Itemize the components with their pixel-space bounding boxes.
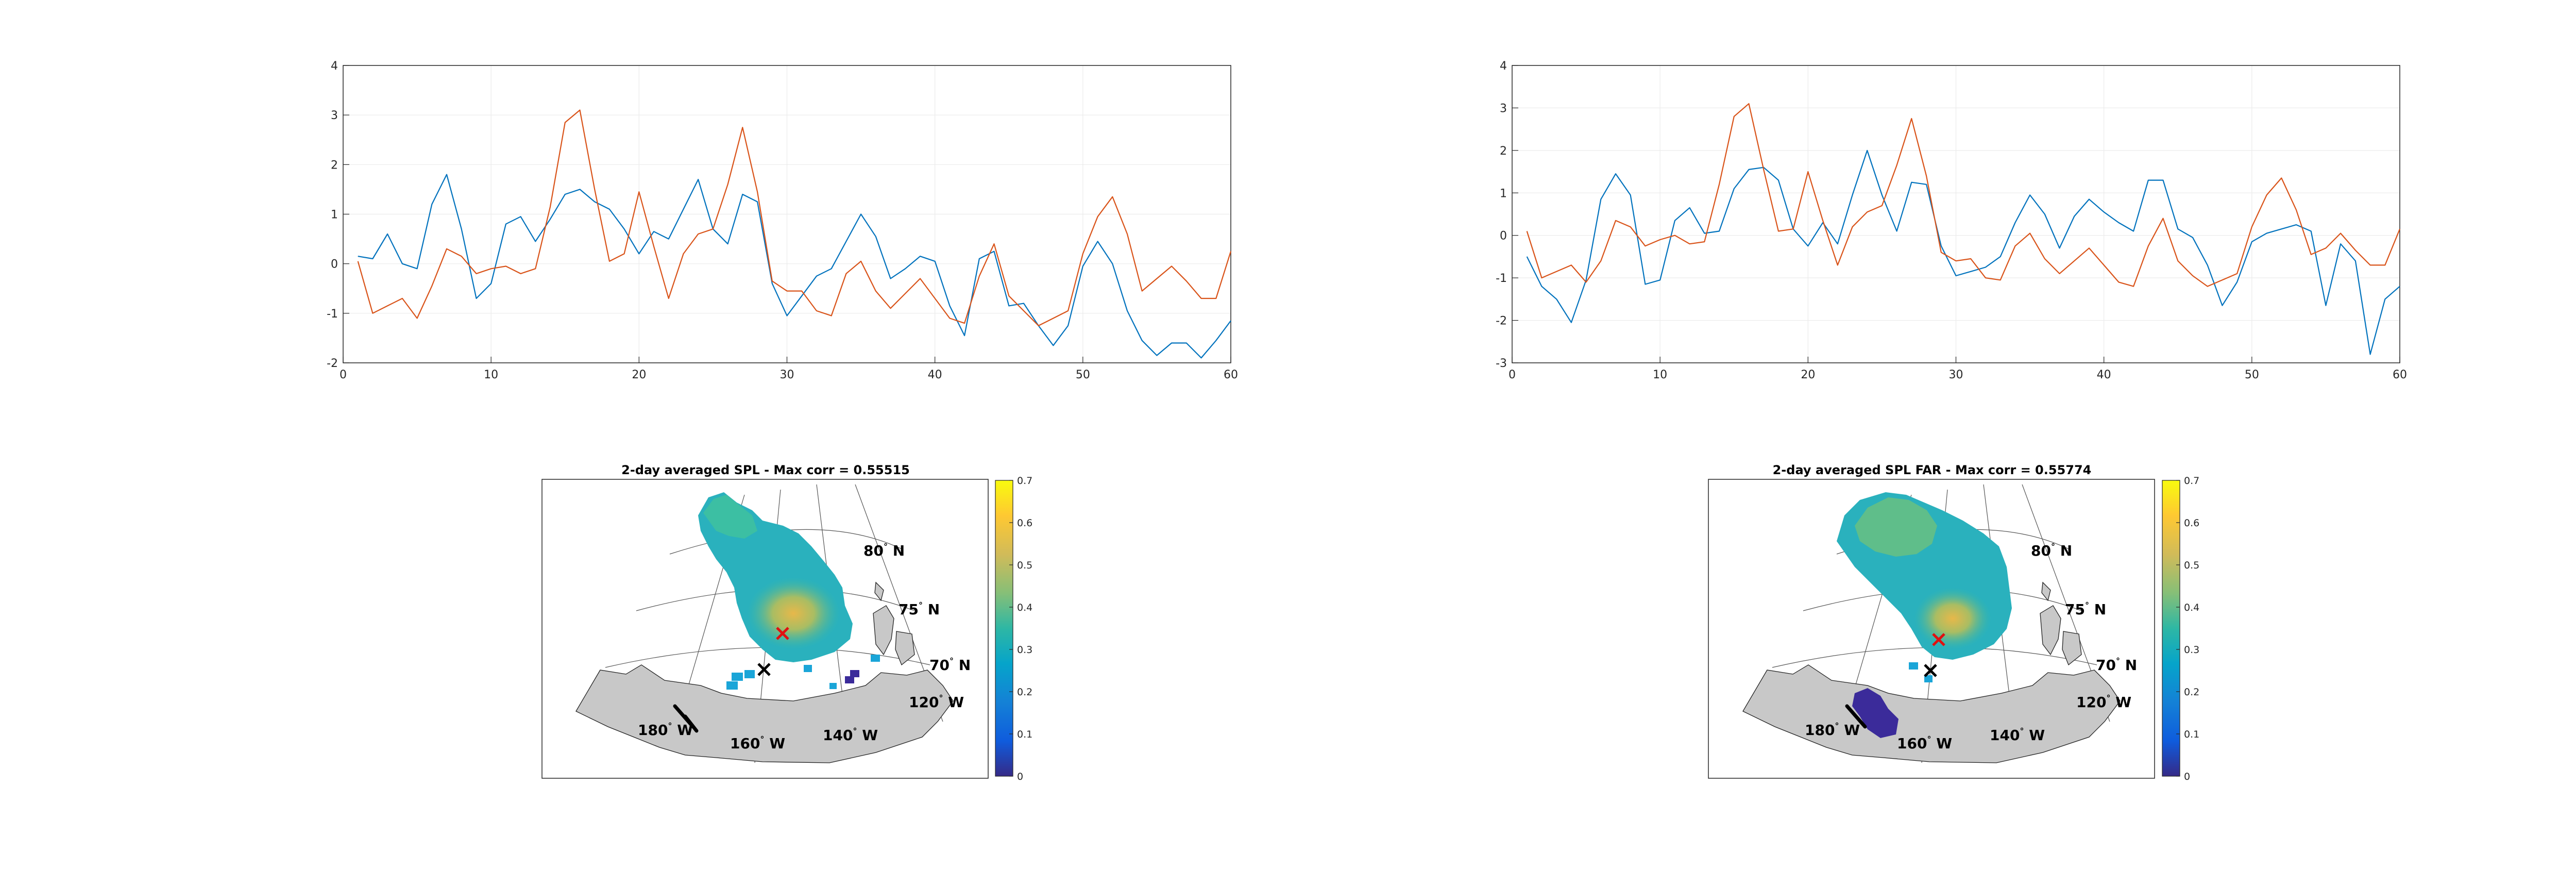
- line-chart-right-xtick-label: 30: [1949, 369, 1963, 381]
- map-left-colorbar-tick-label: 0: [1017, 771, 1023, 782]
- map-right-marker-red: [1932, 633, 1945, 646]
- line-chart-left-ytick-label: -2: [327, 357, 338, 370]
- map-right-colorbar-tick-label: 0.5: [2184, 560, 2199, 571]
- map-right-field-upper: [1855, 497, 1937, 557]
- map-right-field-hotspot: [1914, 588, 1991, 649]
- map-left-colorbar: 0 0.1 0.2 0.3 0.4 0.5 0.6 0.7: [995, 475, 1032, 782]
- line-chart-right-ytick-label: 1: [1500, 187, 1507, 200]
- map-left-title: 2-day averaged SPL - Max corr = 0.55515: [621, 463, 910, 477]
- map-right-colorbar-tick-label: 0.4: [2184, 602, 2199, 613]
- map-left: 2-day averaged SPL - Max corr = 0.55515: [541, 463, 1032, 782]
- line-chart-right-xtick-label: 60: [2393, 369, 2407, 381]
- map-right-lat-80: 80° N: [2031, 542, 2072, 559]
- line-chart-left-ytick-label: 1: [331, 209, 338, 222]
- map-right-lon-160: 160° W: [1897, 734, 1952, 752]
- line-chart-left-xtick-label: 30: [780, 369, 794, 381]
- line-chart-right-ytick-label: -3: [1496, 357, 1507, 370]
- map-left-correlation-field: [698, 492, 880, 690]
- map-right-colorbar: 0 0.1 0.2 0.3 0.4 0.5 0.6 0.7: [2162, 475, 2199, 782]
- map-left-colorbar-tick-label: 0.1: [1017, 729, 1032, 740]
- line-chart-left-xtick-label: 0: [340, 369, 347, 381]
- map-left-field-low-cells: [845, 670, 859, 683]
- line-chart-left-grid: [343, 65, 1231, 363]
- map-left-field-hotspot: [747, 577, 840, 649]
- map-left-lon-180: 180° W: [638, 721, 693, 739]
- map-right-title: 2-day averaged SPL FAR - Max corr = 0.55…: [1773, 463, 2092, 477]
- map-right-lat-70: 70° N: [2096, 656, 2137, 674]
- map-right-field-low-cells: [1852, 688, 1899, 738]
- map-left-lon-160: 160° W: [730, 734, 785, 752]
- line-chart-left-ytick-label: 0: [331, 258, 338, 271]
- map-left-lat-75: 75° N: [899, 600, 940, 618]
- map-left-arrow: [673, 704, 699, 733]
- map-left-geo-labels: 80° N 75° N 70° N 180° W 160° W 140° W 1…: [638, 542, 971, 752]
- line-chart-right-ytick-label: 2: [1500, 145, 1507, 158]
- map-left-marker-black: [757, 663, 771, 676]
- line-chart-right: 0 10 20 30 40 50 60 -3 -2 -1 0 1 2 3 4: [1496, 60, 2407, 381]
- line-chart-right-ytick-label: -1: [1496, 272, 1507, 285]
- map-right-field-cells: [1909, 662, 1933, 682]
- map-right: 2-day averaged SPL FAR - Max corr = 0.55…: [1708, 463, 2199, 782]
- line-chart-left: 0 10 20 30 40 50 60 -2 -1 0 1 2 3 4: [327, 60, 1238, 381]
- line-chart-left-xtick-label: 10: [484, 369, 498, 381]
- line-chart-left-series-1: [358, 174, 1231, 359]
- map-left-field-upper: [703, 495, 757, 539]
- map-left-marker-red: [776, 627, 789, 640]
- line-chart-right-ytick-label: 4: [1500, 60, 1507, 73]
- map-left-field-cells: [726, 655, 880, 690]
- line-chart-right-xtick-label: 0: [1509, 369, 1516, 381]
- map-left-lon-140: 140° W: [823, 726, 878, 744]
- map-left-colorbar-tick-label: 0.2: [1017, 687, 1032, 698]
- map-right-lon-120: 120° W: [2076, 693, 2131, 711]
- map-left-colorbar-tick-label: 0.3: [1017, 644, 1032, 656]
- map-right-lon-180: 180° W: [1805, 721, 1860, 739]
- line-chart-right-ytick-label: 3: [1500, 102, 1507, 115]
- map-left-colorbar-tick-label: 0.7: [1017, 475, 1032, 487]
- map-left-lat-80: 80° N: [863, 542, 905, 559]
- line-chart-left-series: [357, 109, 1232, 359]
- map-left-colorbar-tick-label: 0.6: [1017, 517, 1032, 529]
- line-chart-left-xtick-label: 20: [632, 369, 646, 381]
- line-chart-right-series: [1526, 103, 2401, 355]
- map-right-colorbar-tick-label: 0.3: [2184, 644, 2199, 656]
- map-right-land: [1742, 581, 2121, 763]
- map-left-colorbar-tick-label: 0.5: [1017, 560, 1032, 571]
- line-chart-left-ytick-label: 3: [331, 109, 338, 122]
- line-chart-left-xtick-label: 60: [1224, 369, 1238, 381]
- map-right-geo-labels: 80° N 75° N 70° N 180° W 160° W 140° W 1…: [1805, 542, 2137, 752]
- line-chart-left-series-2: [357, 109, 1232, 327]
- map-left-colorbar-tick-label: 0.4: [1017, 602, 1032, 613]
- line-chart-right-xtick-label: 50: [2245, 369, 2259, 381]
- map-right-lat-75: 75° N: [2065, 600, 2106, 618]
- line-chart-right-xtick-label: 40: [2097, 369, 2111, 381]
- map-right-colorbar-tick-label: 0.6: [2184, 517, 2199, 529]
- map-right-colorbar-tick-label: 0.2: [2184, 687, 2199, 698]
- map-right-arrow: [1845, 704, 1867, 729]
- line-chart-right-ytick-label: 0: [1500, 230, 1507, 243]
- line-chart-right-xtick-label: 10: [1653, 369, 1667, 381]
- line-chart-left-xtick-label: 40: [928, 369, 942, 381]
- map-right-colorbar-tick-label: 0.1: [2184, 729, 2199, 740]
- map-right-lon-140: 140° W: [1990, 726, 2045, 744]
- line-chart-left-xtick-label: 50: [1076, 369, 1090, 381]
- line-chart-right-xtick-label: 20: [1801, 369, 1815, 381]
- line-chart-right-grid: [1512, 65, 2400, 363]
- line-chart-right-ticks: 0 10 20 30 40 50 60 -3 -2 -1 0 1 2 3 4: [1496, 60, 2407, 381]
- map-left-land: [575, 581, 954, 763]
- line-chart-left-ytick-label: -1: [327, 308, 338, 321]
- line-chart-right-ytick-label: -2: [1496, 315, 1507, 328]
- line-chart-left-ytick-label: 2: [331, 159, 338, 172]
- line-chart-right-series-1: [1526, 149, 2400, 355]
- line-chart-right-series-2: [1526, 103, 2401, 287]
- line-chart-left-ticks: 0 10 20 30 40 50 60 -2 -1 0 1 2 3 4: [327, 60, 1238, 381]
- map-right-colorbar-tick-label: 0: [2184, 771, 2190, 782]
- map-right-marker-black: [1924, 664, 1937, 677]
- map-left-lon-120: 120° W: [909, 693, 964, 711]
- line-chart-left-ytick-label: 4: [331, 60, 338, 73]
- map-left-lat-70: 70° N: [929, 656, 971, 674]
- map-right-colorbar-tick-label: 0.7: [2184, 475, 2199, 487]
